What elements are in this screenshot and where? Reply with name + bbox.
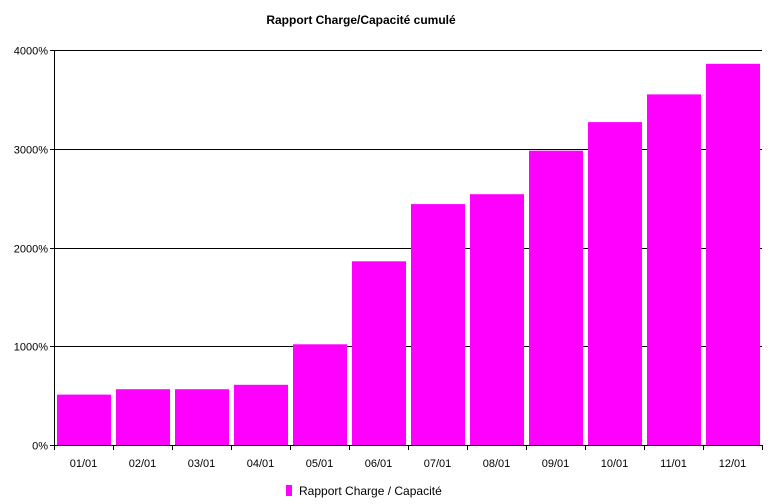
legend-label: Rapport Charge / Capacité	[299, 484, 442, 498]
bar	[175, 389, 229, 445]
legend-swatch	[286, 485, 292, 496]
bar	[470, 194, 524, 445]
x-tick-label: 05/01	[306, 458, 334, 470]
y-tick-label: 0%	[32, 441, 48, 453]
bar	[352, 261, 406, 445]
x-tick-label: 10/01	[601, 458, 629, 470]
x-tick-label: 01/01	[70, 458, 98, 470]
bars	[57, 64, 760, 445]
x-tick-label: 11/01	[660, 458, 687, 470]
y-tick-label: 1000%	[14, 342, 48, 354]
x-tick-label: 02/01	[129, 458, 157, 470]
bar	[116, 389, 170, 445]
bar	[57, 395, 111, 445]
chart-title: Rapport Charge/Capacité cumulé	[266, 13, 456, 27]
bar	[234, 385, 288, 445]
x-tick-label: 04/01	[247, 458, 275, 470]
bar	[647, 94, 701, 445]
x-tick-label: 07/01	[424, 458, 452, 470]
y-tick-label: 2000%	[14, 244, 48, 256]
bar	[588, 122, 642, 445]
x-axis-ticks: 01/01 02/01 03/01 04/01 05/01 06/01 07/01 08/01…	[55, 445, 763, 470]
x-tick-label: 12/01	[719, 458, 747, 470]
bar	[706, 64, 760, 445]
x-tick-label: 08/01	[483, 458, 511, 470]
y-tick-label: 3000%	[14, 145, 48, 157]
y-tick-label: 4000%	[14, 46, 48, 58]
x-tick-label: 03/01	[188, 458, 216, 470]
bar	[411, 204, 465, 445]
bar	[293, 344, 347, 445]
x-tick-label: 06/01	[365, 458, 393, 470]
bar	[529, 151, 583, 445]
x-tick-label: 09/01	[542, 458, 570, 470]
y-axis-ticks: 0% 1000% 2000% 3000% 4000%	[14, 46, 54, 453]
legend: Rapport Charge / Capacité	[286, 484, 442, 498]
